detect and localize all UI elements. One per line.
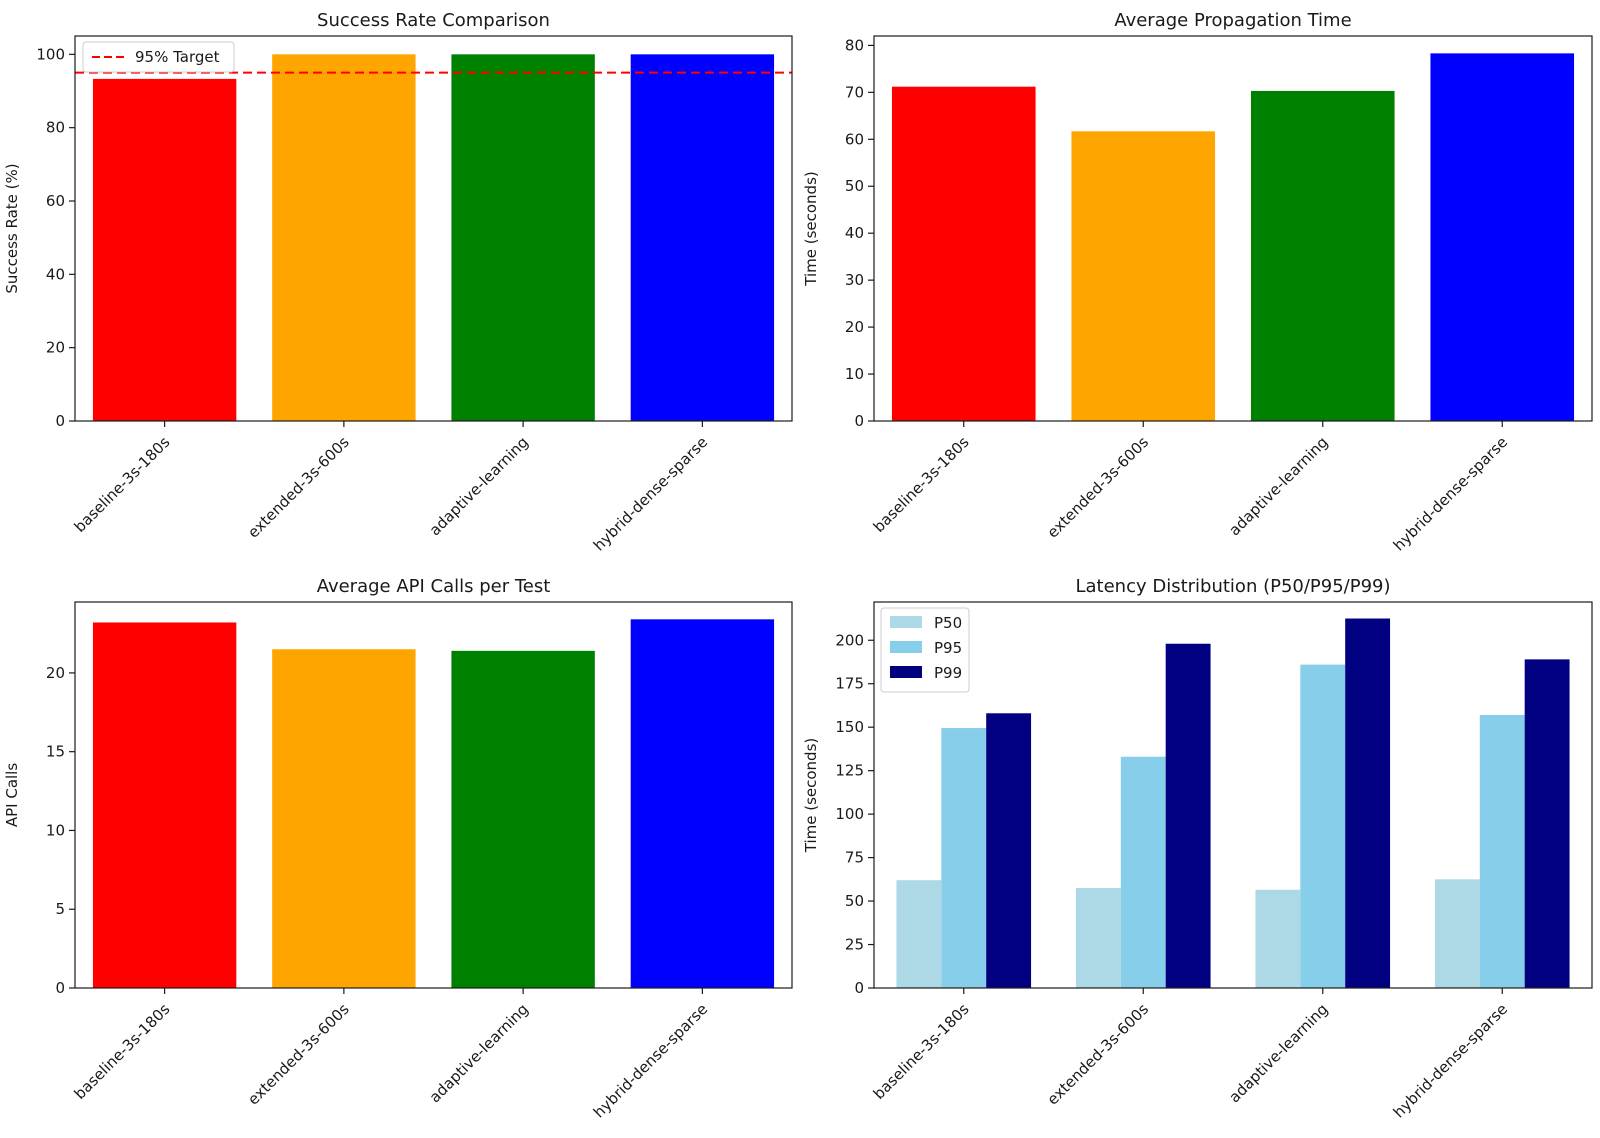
x-tick-label: hybrid-dense-sparse — [1390, 1000, 1511, 1121]
bar-adaptive-learning — [451, 650, 595, 988]
y-tick-label: 40 — [845, 224, 864, 242]
x-tick-label: extended-3s-600s — [1044, 433, 1153, 542]
x-tick-label: adaptive-learning — [426, 433, 532, 539]
x-tick-label: baseline-3s-180s — [71, 1000, 174, 1103]
y-tick-label: 100 — [36, 45, 65, 63]
y-tick-label: 175 — [835, 675, 864, 693]
legend-label-target: 95% Target — [135, 48, 220, 66]
plot-frame — [74, 35, 793, 422]
y-tick-label: 125 — [835, 762, 864, 780]
x-tick-label: baseline-3s-180s — [71, 433, 174, 536]
x-tick-label: extended-3s-600s — [244, 1000, 353, 1109]
legend-swatch-p50 — [890, 616, 922, 628]
bar-p99-extended-3s-600s — [1165, 643, 1211, 988]
chart-title: Success Rate Comparison — [317, 10, 550, 31]
y-tick-label: 75 — [845, 849, 864, 867]
bar-p99-adaptive-learning — [1345, 618, 1391, 988]
legend-label-p50: P50 — [934, 614, 962, 632]
x-tick-label: hybrid-dense-sparse — [590, 1000, 711, 1121]
chart-success: Success Rate Comparison Success Rate (%) 0… — [3, 10, 793, 554]
bar-hybrid-dense-sparse — [1430, 53, 1575, 422]
bar-extended-3s-600s — [272, 649, 416, 988]
y-tick-label: 60 — [46, 192, 65, 210]
y-tick-label: 20 — [46, 339, 65, 357]
bar-adaptive-learning — [451, 54, 595, 421]
y-tick-label: 70 — [845, 83, 864, 101]
y-tick-label: 25 — [845, 936, 864, 954]
bar-p95-adaptive-learning — [1300, 664, 1346, 988]
x-tick-label: adaptive-learning — [1225, 1000, 1331, 1106]
y-tick-label: 5 — [55, 900, 65, 918]
plot-frame — [873, 601, 1593, 989]
bar-adaptive-learning — [1250, 90, 1395, 422]
legend-swatch-p99 — [890, 666, 922, 678]
y-tick-label: 100 — [835, 805, 864, 823]
y-tick-label: 50 — [845, 892, 864, 910]
y-axis-label: Success Rate (%) — [3, 163, 21, 293]
plot-frame — [873, 35, 1593, 422]
y-tick-label: 40 — [46, 265, 65, 283]
y-tick-label: 60 — [845, 130, 864, 148]
x-tick-label: adaptive-learning — [1225, 433, 1331, 539]
y-tick-label: 0 — [854, 412, 864, 430]
chart-propagation: Average Propagation Time Time (seconds) 0 1… — [802, 10, 1593, 554]
y-axis-label: Time (seconds) — [802, 171, 820, 287]
legend-label-p99: P99 — [934, 664, 962, 682]
chart-latency: Latency Distribution (P50/P95/P99) Time (… — [802, 576, 1593, 1121]
legend: 95% Target — [82, 41, 235, 73]
bar-p99-hybrid-dense-sparse — [1524, 659, 1570, 988]
bar-p95-extended-3s-600s — [1120, 756, 1166, 988]
y-tick-label: 10 — [46, 821, 65, 839]
bar-hybrid-dense-sparse — [630, 54, 775, 421]
legend: P50 P95 P99 — [880, 607, 970, 693]
bar-extended-3s-600s — [272, 54, 416, 421]
chart-title: Average Propagation Time — [1114, 10, 1351, 31]
y-axis-label: Time (seconds) — [802, 738, 820, 854]
y-tick-label: 0 — [55, 979, 65, 997]
y-axis-label: API Calls — [3, 763, 21, 827]
y-tick-label: 80 — [845, 36, 864, 54]
x-tick-label: extended-3s-600s — [244, 433, 353, 542]
y-tick-label: 80 — [46, 119, 65, 137]
x-tick-label: hybrid-dense-sparse — [590, 433, 711, 554]
chart-api: Average API Calls per Test API Calls 0 5 10 1… — [3, 576, 793, 1121]
y-tick-label: 20 — [46, 664, 65, 682]
x-tick-label: extended-3s-600s — [1044, 1000, 1153, 1109]
bar-p95-hybrid-dense-sparse — [1479, 715, 1525, 988]
bar-extended-3s-600s — [1071, 131, 1216, 421]
y-tick-label: 200 — [835, 631, 864, 649]
bar-baseline-3s-180s — [92, 78, 237, 422]
y-tick-label: 150 — [835, 718, 864, 736]
bar-p99-baseline-3s-180s — [986, 713, 1032, 988]
bar-p50-baseline-3s-180s — [896, 880, 942, 988]
legend-swatch-p95 — [890, 641, 922, 653]
x-tick-label: baseline-3s-180s — [870, 433, 973, 536]
y-tick-label: 10 — [845, 365, 864, 383]
y-tick-label: 0 — [55, 412, 65, 430]
bar-p50-adaptive-learning — [1255, 889, 1301, 988]
x-tick-label: baseline-3s-180s — [870, 1000, 973, 1103]
bar-p95-baseline-3s-180s — [941, 728, 987, 988]
bar-p50-hybrid-dense-sparse — [1434, 879, 1480, 988]
bar-baseline-3s-180s — [92, 622, 237, 988]
y-tick-label: 20 — [845, 318, 864, 336]
bar-baseline-3s-180s — [891, 86, 1036, 422]
x-tick-label: adaptive-learning — [426, 1000, 532, 1106]
chart-title: Average API Calls per Test — [317, 576, 551, 597]
y-tick-label: 0 — [854, 979, 864, 997]
legend-box — [82, 41, 235, 73]
bar-hybrid-dense-sparse — [630, 619, 775, 988]
y-tick-label: 30 — [845, 271, 864, 289]
legend-label-p95: P95 — [934, 639, 962, 657]
x-tick-label: hybrid-dense-sparse — [1390, 433, 1511, 554]
y-tick-label: 15 — [46, 743, 65, 761]
bar-p50-extended-3s-600s — [1075, 888, 1121, 988]
y-tick-label: 50 — [845, 177, 864, 195]
plot-frame — [74, 601, 793, 989]
chart-title: Latency Distribution (P50/P95/P99) — [1075, 576, 1390, 597]
